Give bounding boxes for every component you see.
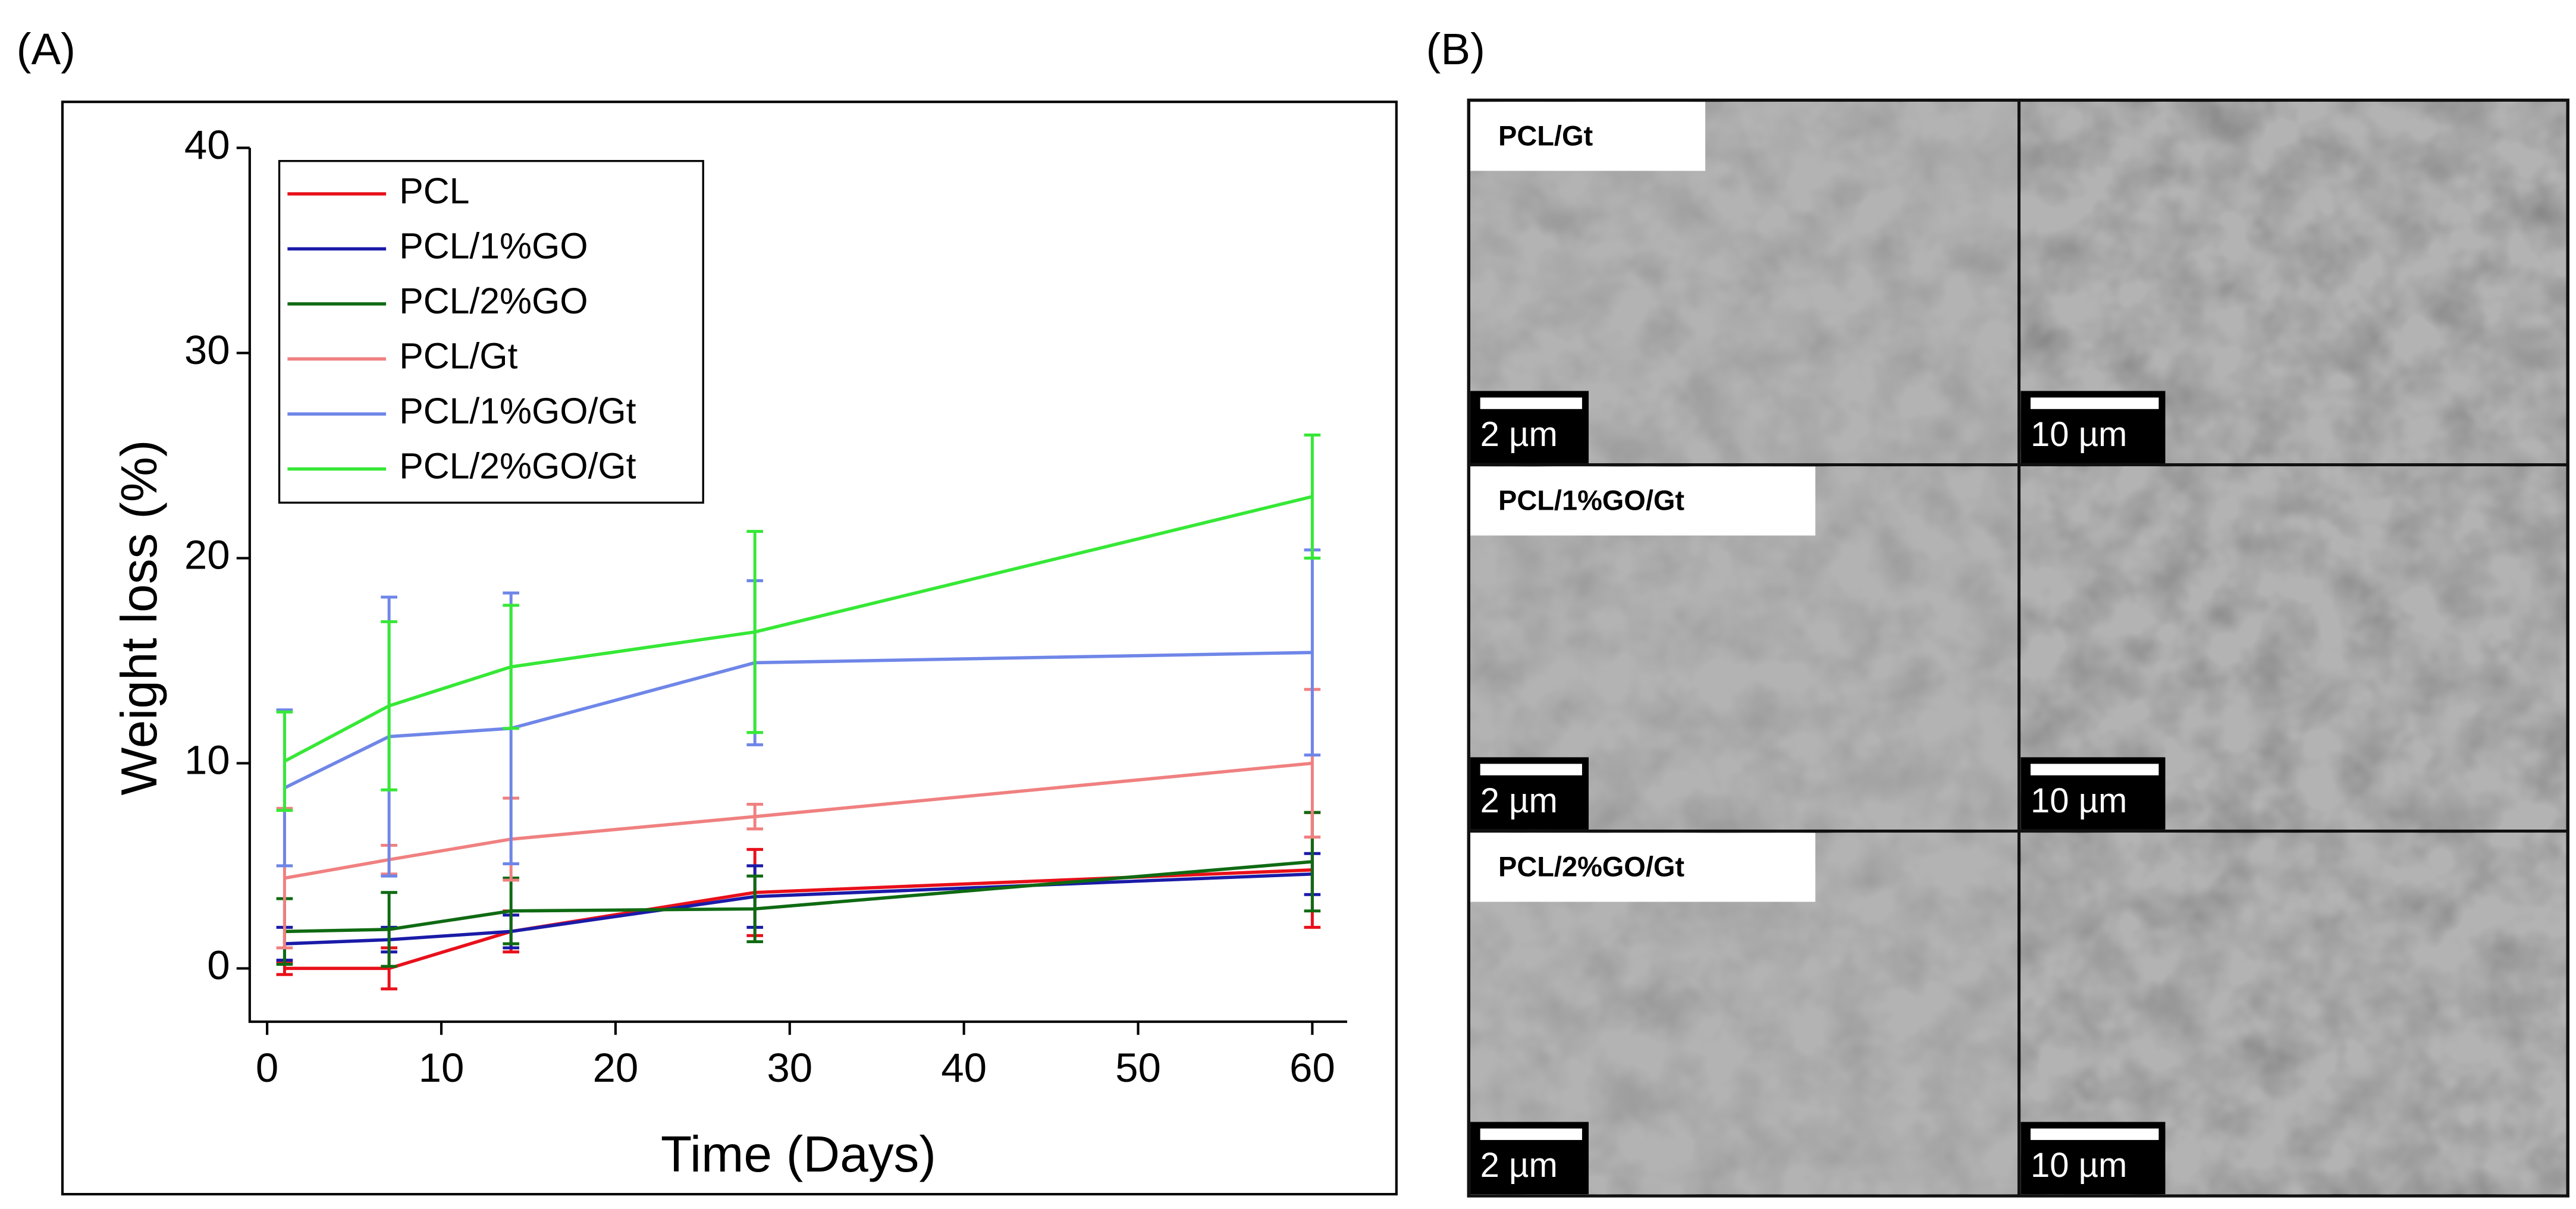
x-tick-label: 30 [767,1044,812,1091]
scale-bar-label: 10 µm [2031,1146,2127,1185]
panel-frame [61,101,1398,1196]
series-line [284,872,1313,946]
x-tick-label: 10 [419,1044,465,1091]
scale-bar-label: 10 µm [2031,415,2127,454]
sample-label: PCL/1%GO/Gt [1498,485,1684,516]
legend-label: PCL/2%GO/Gt [399,446,636,486]
panel-label: (A) [17,24,76,74]
series-line [284,495,1313,763]
scale-bar [1480,1128,1582,1140]
sample-label-box [1470,466,1816,536]
legend-label: PCL/1%GO/Gt [399,391,636,431]
y-tick-label: 0 [207,942,230,988]
scale-bar [1480,764,1582,775]
x-tick-label: 0 [256,1044,278,1091]
x-tick-label: 50 [1115,1044,1161,1091]
legend-box [278,160,704,504]
scale-bar-label: 2 µm [1480,415,1558,454]
series-line [284,860,1313,934]
legend-label: PCL/Gt [399,336,517,376]
y-tick-label: 40 [184,121,230,168]
y-tick-label: 10 [184,737,230,783]
scale-bar-label: 2 µm [1480,1146,1558,1185]
scale-bar-label: 10 µm [2031,781,2127,820]
sample-label: PCL/2%GO/Gt [1498,851,1684,883]
x-tick-label: 20 [592,1044,638,1091]
series-line [284,651,1313,790]
series-line [284,761,1313,880]
x-tick-label: 60 [1289,1044,1335,1091]
sample-label-box [1470,833,1816,902]
y-tick-label: 30 [184,326,230,373]
legend-label: PCL [399,171,469,211]
plot: 0 10 20 30 40 0 10 20 30 40 50 60 Time (Days) Weight … [111,121,1347,1183]
scale-bar [2030,1128,2159,1140]
x-tick-label: 40 [941,1044,987,1091]
scale-bar [2030,397,2159,409]
micrograph-grid: 2 µm 10 µm PCL/Gt 2 µm 10 µm PCL/1%GO/Gt 2 µm 1… [1467,98,2569,1198]
axis-line [248,147,1347,1023]
error-bar [276,710,293,812]
sample-label-box [1470,102,1706,171]
sample-label: PCL/Gt [1498,120,1593,151]
x-axis-title: Time (Days) [661,1126,936,1183]
series-line [284,868,1313,971]
legend-label: PCL/2%GO [399,281,588,321]
panel-label: (B) [1426,24,1485,74]
y-axis-title: Weight loss (%) [111,440,168,796]
legend-label: PCL/1%GO [399,226,588,266]
error-bar [1304,434,1321,560]
scale-bar [1480,397,1582,409]
scale-bar-label: 2 µm [1480,781,1558,820]
y-tick-label: 20 [184,532,230,578]
scale-bar [2030,764,2159,775]
